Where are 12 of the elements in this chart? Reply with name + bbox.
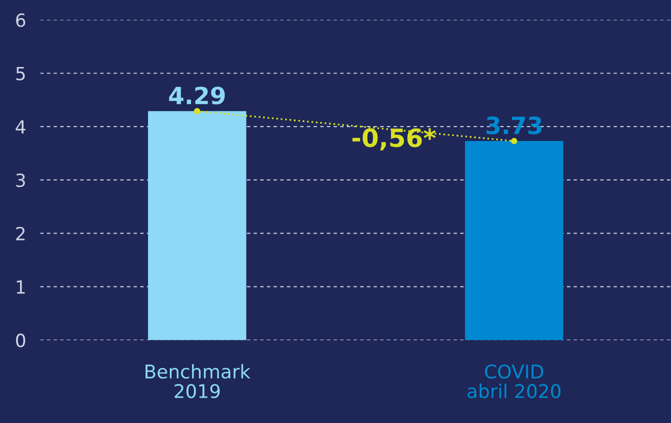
y-tick-label: 0 [16, 334, 26, 348]
data-label: 4.29 [169, 86, 225, 104]
y-tick-label: 3 [16, 173, 25, 188]
y-tick-label: 6 [16, 13, 26, 27]
x-tick-label: Benchmark 2019 [146, 364, 250, 398]
y-tick-label: 2 [16, 226, 25, 240]
x-tick-label: COVID abril 2020 [468, 364, 560, 398]
y-tick-label: 5 [16, 66, 25, 80]
y-tick-label: 1 [16, 280, 25, 294]
data-label: 3.73 [486, 116, 542, 134]
annotation: -0,56* [352, 128, 436, 150]
y-tick-label: 4 [16, 120, 26, 134]
